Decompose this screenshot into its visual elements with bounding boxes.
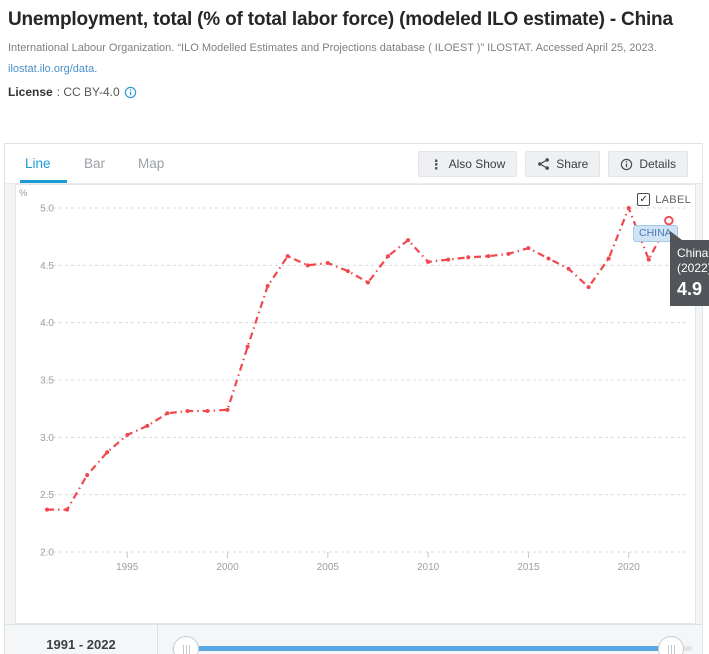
checkbox-checked-icon: ✓: [637, 193, 651, 206]
svg-text:3.0: 3.0: [40, 433, 54, 444]
header: Unemployment, total (% of total labor fo…: [8, 6, 706, 99]
year-range-label: 1991 - 2022: [5, 625, 158, 654]
svg-text:2000: 2000: [216, 562, 239, 573]
grip-icon: [671, 645, 672, 654]
tab-map[interactable]: Map: [138, 156, 165, 171]
also-show-button[interactable]: ⋮ Also Show: [417, 151, 518, 177]
license-line: License : CC BY-4.0: [8, 85, 706, 99]
page-title: Unemployment, total (% of total labor fo…: [8, 9, 673, 30]
chart-widget: Line Bar Map ⋮ Also Show Share: [4, 143, 703, 654]
tooltip-country: China: [677, 246, 709, 260]
share-button[interactable]: Share: [525, 151, 601, 177]
tab-bar[interactable]: Bar: [84, 156, 106, 171]
svg-text:2010: 2010: [417, 562, 440, 573]
slider-fill: [182, 646, 671, 651]
info-icon: [620, 158, 633, 171]
details-button[interactable]: Details: [608, 151, 688, 177]
tooltip-arrow: [670, 231, 682, 240]
svg-text:5.0: 5.0: [40, 204, 54, 215]
tab-line[interactable]: Line: [25, 156, 51, 171]
svg-text:2020: 2020: [618, 562, 641, 573]
label-checkbox[interactable]: ✓ LABEL: [637, 193, 691, 206]
share-icon: [537, 157, 550, 171]
svg-text:4.0: 4.0: [40, 318, 54, 329]
kebab-menu-icon: ⋮: [429, 156, 443, 172]
tooltip-value: 4.9: [677, 279, 703, 299]
license-label: License: [8, 85, 53, 99]
series-label-chip[interactable]: CHINA: [633, 225, 678, 242]
svg-text:2.5: 2.5: [40, 490, 54, 501]
svg-text:2005: 2005: [317, 562, 340, 573]
line-chart: 2.0 2.5 3.0 3.5 4.0 4.5 5.0 1995 2000 2005 2010 201…: [40, 204, 689, 573]
source-link[interactable]: ilostat.ilo.org/data.: [8, 63, 98, 75]
time-slider-bar: 1991 - 2022: [5, 624, 702, 654]
svg-text:4.5: 4.5: [40, 261, 54, 272]
time-range-slider[interactable]: [158, 625, 702, 654]
slider-handle-right[interactable]: [658, 636, 684, 654]
svg-text:3.5: 3.5: [40, 376, 54, 387]
chart-panel: 2.0 2.5 3.0 3.5 4.0 4.5 5.0 1995 2000 2005 2010 201…: [15, 184, 696, 624]
toolbar-buttons: ⋮ Also Show Share Details: [417, 151, 688, 177]
label-checkbox-text: LABEL: [655, 193, 691, 206]
active-tab-underline: [20, 180, 67, 183]
datapoint-tooltip: China (2022) 4.9: [670, 231, 709, 306]
slider-handle-left[interactable]: [173, 636, 199, 654]
svg-text:2015: 2015: [517, 562, 540, 573]
tooltip-year: (2022): [677, 261, 709, 275]
grip-icon: [186, 645, 187, 654]
toolbar: Line Bar Map ⋮ Also Show Share: [5, 144, 702, 184]
svg-text:2.0: 2.0: [40, 548, 54, 559]
license-info-icon[interactable]: [124, 86, 137, 99]
svg-text:1995: 1995: [116, 562, 139, 573]
source-citation: International Labour Organization. “ILO …: [8, 42, 657, 54]
license-value: : CC BY-4.0: [56, 85, 120, 99]
y-axis-unit-label: %: [19, 188, 28, 199]
